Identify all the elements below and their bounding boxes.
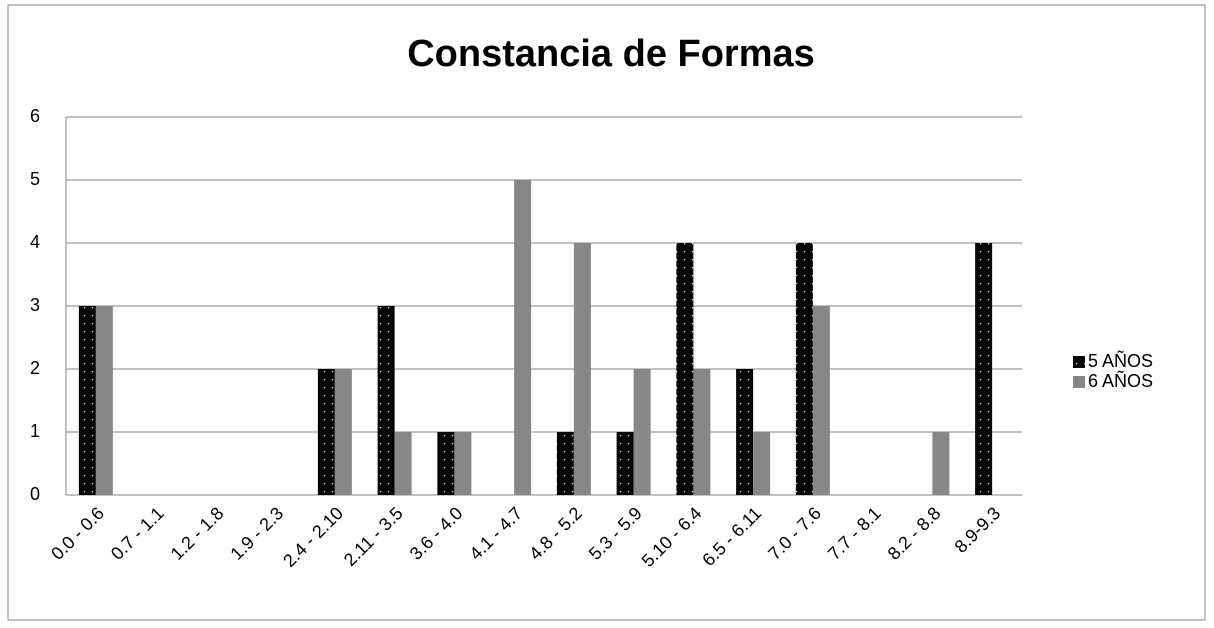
bar bbox=[736, 369, 754, 495]
bar bbox=[334, 369, 352, 495]
bar bbox=[795, 243, 813, 495]
bar bbox=[753, 432, 771, 495]
chart-title: Constancia de Formas bbox=[407, 33, 815, 75]
bar bbox=[95, 306, 113, 495]
bar bbox=[633, 369, 651, 495]
bar bbox=[693, 369, 711, 495]
y-tick-label: 6 bbox=[30, 106, 40, 126]
bar bbox=[812, 306, 830, 495]
bar bbox=[573, 243, 591, 495]
bar bbox=[514, 180, 532, 495]
bar bbox=[78, 306, 96, 495]
legend-swatch bbox=[1073, 356, 1085, 368]
bar bbox=[454, 432, 472, 495]
y-tick-label: 4 bbox=[30, 232, 40, 252]
y-tick-label: 3 bbox=[30, 295, 40, 315]
bar bbox=[975, 243, 993, 495]
legend-swatch bbox=[1073, 376, 1085, 388]
y-tick-label: 1 bbox=[30, 421, 40, 441]
y-tick-label: 0 bbox=[30, 484, 40, 504]
legend-label: 5 AÑOS bbox=[1088, 350, 1153, 371]
bar bbox=[394, 432, 412, 495]
chart-border bbox=[7, 4, 1206, 621]
y-tick-label: 2 bbox=[30, 358, 40, 378]
bar bbox=[377, 306, 395, 495]
bar bbox=[616, 432, 634, 495]
bar bbox=[676, 243, 694, 495]
bar bbox=[932, 432, 950, 495]
bar bbox=[437, 432, 455, 495]
legend-label: 6 AÑOS bbox=[1088, 370, 1153, 391]
bar bbox=[556, 432, 574, 495]
y-tick-label: 5 bbox=[30, 169, 40, 189]
bar bbox=[317, 369, 335, 495]
